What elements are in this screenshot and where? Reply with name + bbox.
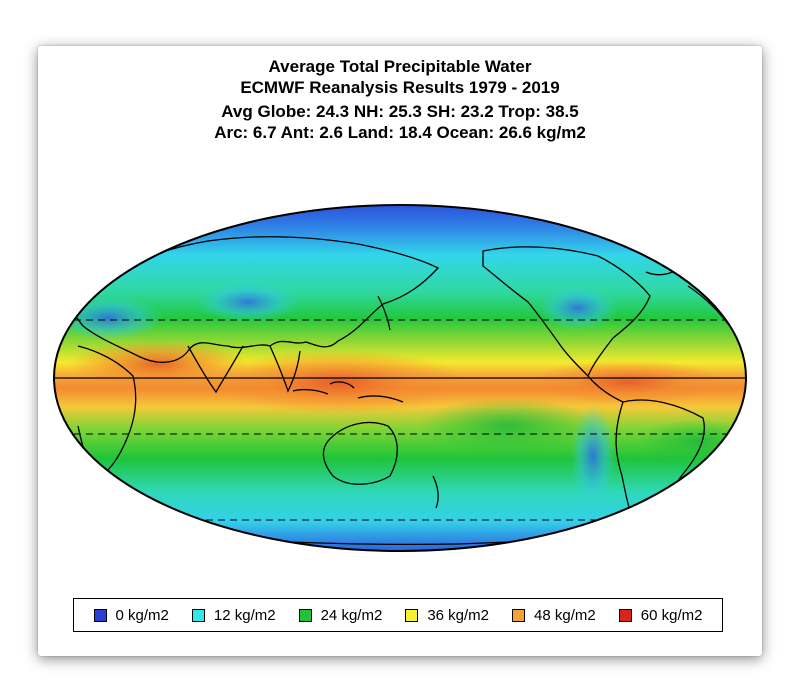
legend-label: 36 kg/m2 [427,606,490,624]
legend-swatch [405,608,419,622]
legend-item-36: 36 kg/m2 [405,607,489,624]
legend-label: 0 kg/m2 [115,606,169,624]
legend-swatch [298,608,312,622]
stats-line-2: Arc: 6.7 Ant: 2.6 Land: 18.4 Ocean: 26.6… [214,123,586,142]
title-line-2: ECMWF Reanalysis Results 1979 - 2019 [240,78,560,97]
legend-label: 24 kg/m2 [320,606,383,624]
legend-swatch [618,608,632,622]
legend-item-0: 0 kg/m2 [93,606,169,624]
globe-outline [53,204,747,552]
color-legend: 0 kg/m2 12 kg/m2 24 kg/m2 36 kg/m2 48 kg… [73,598,723,632]
figure-card: Average Total Precipitable Water ECMWF R… [38,46,762,656]
legend-item-12: 12 kg/m2 [191,606,276,624]
map-field [54,205,746,551]
legend-item-24: 24 kg/m2 [298,606,383,624]
legend-item-60: 60 kg/m2 [618,606,703,624]
precipitable-water-map [53,204,747,552]
legend-swatch [512,608,526,622]
stats-line-1: Avg Globe: 24.3 NH: 25.3 SH: 23.2 Trop: … [221,102,579,121]
title-block: Average Total Precipitable Water ECMWF R… [38,56,762,143]
legend-item-48: 48 kg/m2 [512,607,596,624]
title-line-1: Average Total Precipitable Water [268,57,532,76]
legend-swatch [191,608,205,622]
legend-label: 12 kg/m2 [213,606,276,624]
legend-label: 60 kg/m2 [640,606,703,624]
legend-swatch [93,608,107,622]
legend-label: 48 kg/m2 [534,606,596,624]
